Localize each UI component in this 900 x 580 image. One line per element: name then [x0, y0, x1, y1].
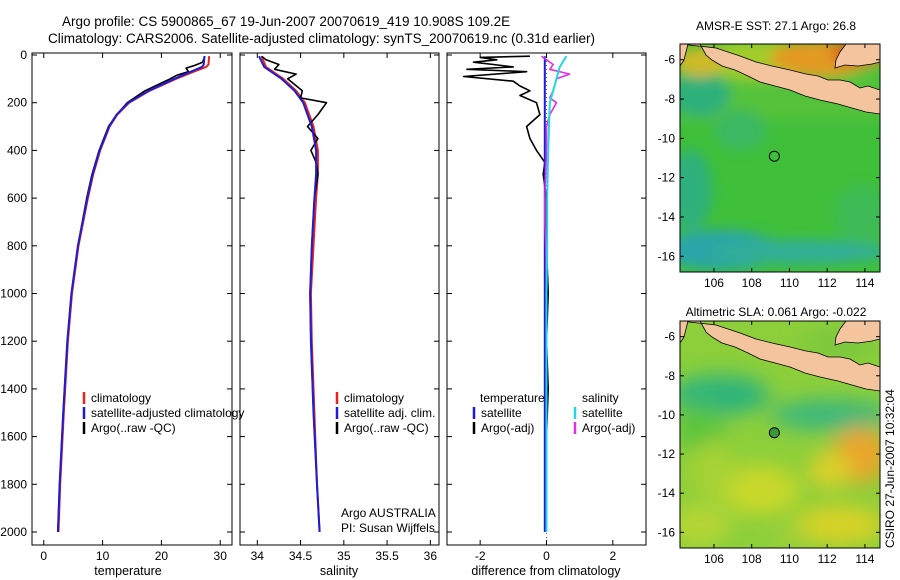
salinity-xlabel: salinity	[320, 564, 359, 578]
map-y-tick-label: -8	[664, 369, 675, 383]
map-y-tick-label: -10	[658, 408, 676, 422]
legend-label-satellite: satellite adj. clim.	[344, 406, 435, 420]
header-line-2: Climatology: CARS2006. Satellite-adjuste…	[48, 31, 595, 46]
y-tick-label: 2000	[0, 525, 27, 539]
temperature-panel-frame	[31, 52, 233, 546]
salinity-legend: climatology satellite adj. clim. Argo(..…	[335, 391, 436, 535]
x-tick-label: 34.5	[289, 549, 313, 563]
argo-australia-note: Argo AUSTRALIA	[341, 506, 436, 520]
x-tick-label: 20	[155, 549, 169, 563]
map-x-tick-label: 108	[742, 276, 762, 290]
y-tick-label: 200	[7, 96, 27, 110]
map-y-tick-label: -14	[658, 210, 676, 224]
map-y-tick-label: -12	[658, 171, 676, 185]
argo-location-marker	[768, 150, 780, 162]
series-line-satellite	[258, 55, 321, 533]
legend-label-argo: Argo(..raw -QC)	[91, 421, 176, 435]
temperature-series	[56, 55, 211, 533]
csiro-timestamp: CSIRO 27-Jun-2007 10:32:04	[883, 389, 897, 548]
sst-map-field	[680, 44, 880, 272]
x-tick-label: 0	[543, 549, 550, 563]
legend-label-sal-satellite: satellite	[582, 406, 623, 420]
y-tick-label: 600	[7, 191, 27, 205]
legend-title-salinity: salinity	[582, 391, 619, 405]
x-tick-label: 34	[251, 549, 265, 563]
sst-map-frame	[679, 43, 881, 273]
legend-label-climatology: climatology	[344, 391, 404, 405]
map-y-tick-label: -16	[658, 249, 676, 263]
legend-label-sal-argo: Argo(-adj)	[582, 421, 635, 435]
legend-title-temperature: temperature	[480, 391, 545, 405]
salinity-series	[258, 55, 328, 533]
header-line-1: Argo profile: CS 5900865_67 19-Jun-2007 …	[62, 14, 510, 29]
map-x-tick-label: 114	[855, 276, 874, 290]
legend-label-temp-satellite: satellite	[481, 406, 522, 420]
argo-location-marker	[768, 427, 780, 439]
legend-label-argo: Argo(..raw -QC)	[344, 421, 429, 435]
map-y-tick-label: -16	[658, 525, 676, 539]
map-x-tick-label: 114	[855, 552, 874, 566]
map-y-tick-label: -6	[664, 53, 675, 67]
x-tick-label: -2	[475, 549, 486, 563]
map-x-tick-label: 106	[704, 276, 724, 290]
salinity-axis: 34 34.5 35 35.5 36	[240, 53, 439, 563]
sla-map-frame	[679, 320, 881, 549]
x-tick-label: 10	[96, 549, 110, 563]
difference-xlabel: difference from climatology	[471, 564, 621, 578]
y-tick-label: 1200	[0, 334, 27, 348]
x-tick-label: 30	[214, 549, 228, 563]
legend-label-temp-argo: Argo(-adj)	[481, 421, 534, 435]
y-tick-label: 1400	[0, 382, 27, 396]
map-y-tick-label: -6	[664, 330, 675, 344]
map-x-tick-label: 106	[704, 552, 724, 566]
map-y-tick-label: -12	[658, 447, 676, 461]
map-x-tick-label: 110	[780, 276, 799, 290]
map-x-tick-label: 112	[818, 552, 837, 566]
series-line-satellite	[56, 56, 206, 533]
series-line-sal-satellite	[545, 55, 568, 532]
difference-legend: temperature satellite Argo(-adj) salinit…	[472, 391, 635, 435]
y-tick-label: 800	[7, 239, 27, 253]
y-tick-label: 0	[20, 48, 27, 62]
sla-map-field	[680, 321, 880, 548]
map-x-tick-label: 110	[780, 552, 799, 566]
series-line-sal-argo	[541, 55, 571, 294]
temperature-legend: climatology satellite-adjusted climatolo…	[82, 391, 244, 435]
y-tick-label: 1600	[0, 430, 27, 444]
difference-series	[462, 55, 571, 532]
temperature-axis: 0 10 20 30	[32, 53, 232, 563]
x-tick-label: 35.5	[375, 549, 399, 563]
depth-axis: 0 200 400 600 800 1000 1200 1400 1600 1800 2000	[0, 48, 27, 539]
y-tick-label: 400	[7, 143, 27, 157]
map-y-tick-label: -14	[658, 486, 676, 500]
salinity-panel-frame	[239, 52, 440, 546]
map-x-tick-label: 108	[742, 552, 762, 566]
temperature-xlabel: temperature	[94, 564, 161, 578]
map-y-tick-label: -8	[664, 92, 675, 106]
sst-map-title: AMSR-E SST: 27.1 Argo: 26.8	[696, 19, 856, 33]
sst-map-axes: 106 108 110 112 114 -6 -8 -10 -12 -14 -16	[658, 44, 880, 290]
y-tick-label: 1000	[0, 287, 27, 301]
x-tick-label: 0	[40, 549, 47, 563]
sla-map-title: Altimetric SLA: 0.061 Argo: -0.022	[686, 305, 867, 319]
x-tick-label: 35	[337, 549, 351, 563]
y-tick-label: 1800	[0, 477, 27, 491]
legend-label-climatology: climatology	[91, 391, 151, 405]
x-tick-label: 36	[424, 549, 438, 563]
legend-label-satellite: satellite-adjusted climatology	[91, 406, 244, 420]
x-tick-label: 2	[609, 549, 616, 563]
map-y-tick-label: -10	[658, 131, 676, 145]
sla-map-axes: 106 108 110 112 114 -6 -8 -10 -12 -14 -16	[658, 321, 880, 566]
map-x-tick-label: 112	[818, 276, 837, 290]
pi-note: PI: Susan Wijffels	[341, 521, 435, 535]
